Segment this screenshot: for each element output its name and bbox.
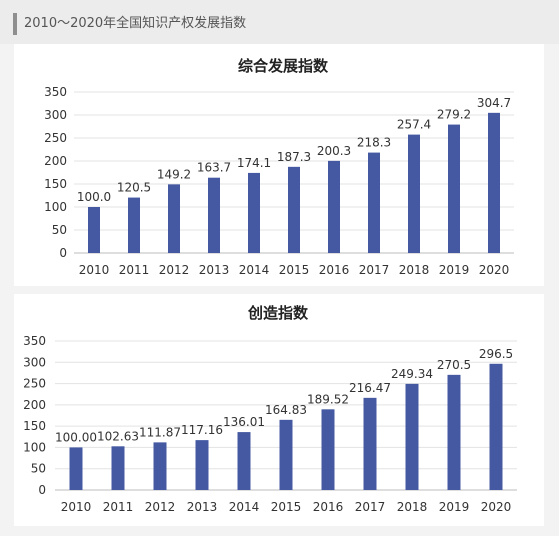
x-tick-label: 2017 bbox=[359, 263, 390, 277]
x-tick-label: 2015 bbox=[271, 500, 302, 514]
data-label: 304.7 bbox=[477, 96, 511, 110]
y-tick-label: 300 bbox=[23, 355, 46, 369]
y-tick-label: 150 bbox=[23, 419, 46, 433]
x-tick-label: 2015 bbox=[279, 263, 310, 277]
bar bbox=[363, 397, 377, 490]
x-tick-label: 2019 bbox=[439, 500, 470, 514]
x-tick-label: 2019 bbox=[439, 263, 470, 277]
bar bbox=[368, 152, 380, 253]
bar bbox=[405, 383, 419, 490]
x-tick-label: 2012 bbox=[159, 263, 190, 277]
x-tick-label: 2014 bbox=[239, 263, 270, 277]
chart-title: 创造指数 bbox=[247, 304, 309, 322]
bar bbox=[279, 419, 293, 490]
y-tick-label: 50 bbox=[31, 462, 46, 476]
bar bbox=[128, 197, 140, 253]
data-label: 100.00 bbox=[55, 430, 97, 444]
x-tick-label: 2014 bbox=[229, 500, 260, 514]
composite-index-chart-card: 综合发展指数 0 50 100 150 200 250 300 350 100.0 2010 120.… bbox=[14, 44, 544, 286]
bar bbox=[489, 363, 503, 490]
bar bbox=[208, 177, 220, 253]
data-label: 164.83 bbox=[265, 403, 307, 417]
bar bbox=[488, 112, 500, 253]
data-label: 111.87 bbox=[139, 425, 181, 439]
bar bbox=[328, 160, 340, 253]
y-tick-label: 300 bbox=[44, 108, 67, 122]
y-tick-label: 350 bbox=[44, 85, 67, 99]
y-tick-label: 350 bbox=[23, 334, 46, 348]
bar bbox=[248, 172, 260, 253]
data-label: 120.5 bbox=[117, 181, 151, 195]
bar bbox=[153, 442, 167, 490]
x-tick-label: 2020 bbox=[481, 500, 512, 514]
x-tick-label: 2010 bbox=[79, 263, 110, 277]
bar bbox=[288, 166, 300, 253]
data-label: 187.3 bbox=[277, 150, 311, 164]
data-label: 163.7 bbox=[197, 161, 231, 175]
y-tick-label: 0 bbox=[59, 246, 67, 260]
composite-index-chart: 综合发展指数 0 50 100 150 200 250 300 350 100.0 2010 120.… bbox=[44, 57, 514, 277]
data-label: 136.01 bbox=[223, 415, 265, 429]
bar bbox=[448, 124, 460, 254]
data-label: 117.16 bbox=[181, 423, 223, 437]
creation-index-chart: 创造指数 0 50 100 150 200 250 300 350 100.00 2010 102.6… bbox=[23, 304, 517, 514]
data-label: 216.47 bbox=[349, 381, 391, 395]
y-tick-label: 250 bbox=[44, 131, 67, 145]
data-label: 102.63 bbox=[97, 429, 139, 443]
bar bbox=[168, 184, 180, 253]
header-accent-bar bbox=[13, 13, 17, 35]
y-tick-label: 250 bbox=[23, 377, 46, 391]
x-tick-label: 2016 bbox=[319, 263, 350, 277]
x-tick-label: 2011 bbox=[119, 263, 150, 277]
page-header: 2010～2020年全国知识产权发展指数 bbox=[0, 0, 559, 44]
creation-index-chart-card: 创造指数 0 50 100 150 200 250 300 350 100.00 2010 102.6… bbox=[14, 294, 544, 526]
x-tick-label: 2011 bbox=[103, 500, 134, 514]
data-label: 174.1 bbox=[237, 156, 271, 170]
x-tick-label: 2013 bbox=[187, 500, 218, 514]
bar bbox=[195, 440, 209, 490]
x-tick-label: 2018 bbox=[397, 500, 428, 514]
bar bbox=[88, 207, 100, 253]
data-label: 279.2 bbox=[437, 108, 471, 122]
x-tick-label: 2016 bbox=[313, 500, 344, 514]
chart-title: 综合发展指数 bbox=[238, 57, 329, 75]
page-title: 2010～2020年全国知识产权发展指数 bbox=[24, 16, 247, 31]
x-tick-label: 2010 bbox=[61, 500, 92, 514]
data-label: 249.34 bbox=[391, 367, 433, 381]
y-tick-label: 150 bbox=[44, 177, 67, 191]
x-tick-label: 2017 bbox=[355, 500, 386, 514]
data-label: 218.3 bbox=[357, 136, 391, 150]
data-label: 200.3 bbox=[317, 144, 351, 158]
bar bbox=[69, 447, 83, 490]
data-label: 270.5 bbox=[437, 358, 471, 372]
data-label: 257.4 bbox=[397, 118, 431, 132]
y-tick-label: 100 bbox=[44, 200, 67, 214]
bar bbox=[447, 374, 461, 490]
data-label: 189.52 bbox=[307, 392, 349, 406]
y-tick-label: 200 bbox=[23, 398, 46, 412]
x-tick-label: 2013 bbox=[199, 263, 230, 277]
bar bbox=[237, 432, 251, 490]
data-label: 100.0 bbox=[77, 190, 111, 204]
bar bbox=[408, 134, 420, 253]
data-label: 149.2 bbox=[157, 167, 191, 181]
y-tick-label: 50 bbox=[52, 223, 67, 237]
bar bbox=[111, 446, 125, 490]
y-tick-label: 100 bbox=[23, 440, 46, 454]
y-tick-label: 0 bbox=[38, 483, 46, 497]
bar bbox=[321, 409, 335, 490]
data-label: 296.5 bbox=[479, 347, 513, 361]
x-tick-label: 2012 bbox=[145, 500, 176, 514]
x-tick-label: 2020 bbox=[479, 263, 510, 277]
x-tick-label: 2018 bbox=[399, 263, 430, 277]
y-tick-label: 200 bbox=[44, 154, 67, 168]
